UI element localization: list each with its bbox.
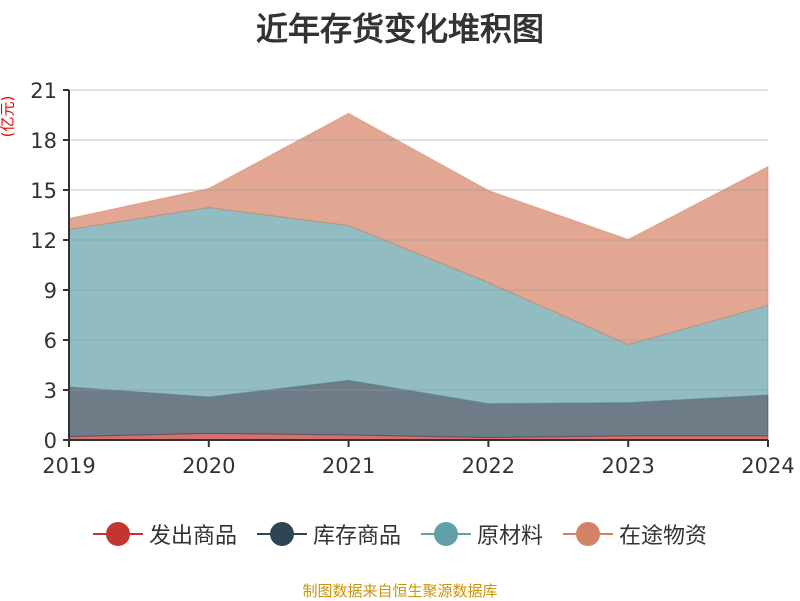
y-tick-label: 21 bbox=[30, 79, 57, 103]
chart-title: 近年存货变化堆积图 bbox=[255, 10, 544, 48]
y-tick-label: 15 bbox=[30, 179, 57, 203]
x-tick-label: 2023 bbox=[601, 454, 654, 478]
legend-item-1[interactable]: 库存商品 bbox=[256, 518, 401, 550]
legend-label: 库存商品 bbox=[312, 524, 401, 549]
legend-marker-icon bbox=[256, 522, 307, 546]
legend-label: 原材料 bbox=[477, 524, 544, 549]
legend-item-3[interactable]: 在途物资 bbox=[563, 518, 707, 550]
legend-marker-icon bbox=[421, 522, 471, 546]
legend-item-2[interactable]: 原材料 bbox=[421, 518, 543, 550]
area-series-3 bbox=[68, 112, 769, 346]
y-tick-label: 6 bbox=[44, 329, 57, 353]
source-note: 制图数据来自恒生聚源数据库 bbox=[302, 582, 498, 600]
y-tick-label: 9 bbox=[44, 279, 57, 303]
y-tick-label: 3 bbox=[44, 379, 57, 403]
x-tick-label: 2021 bbox=[322, 454, 375, 478]
legend-item-0[interactable]: 发出商品 bbox=[92, 518, 237, 550]
x-tick-label: 2024 bbox=[741, 454, 794, 478]
legend-label: 发出商品 bbox=[148, 524, 237, 549]
legend: 发出商品 库存商品 原材料 在途物资 bbox=[0, 518, 800, 550]
legend-label: 在途物资 bbox=[619, 524, 708, 549]
legend-marker-icon bbox=[92, 522, 143, 546]
x-tick-label: 2019 bbox=[42, 454, 95, 478]
x-tick-label: 2022 bbox=[462, 454, 515, 478]
y-tick-label: 12 bbox=[30, 229, 57, 253]
x-tick-label: 2020 bbox=[182, 454, 235, 478]
y-tick-label: 0 bbox=[44, 429, 57, 453]
y-tick-label: 18 bbox=[30, 129, 57, 153]
legend-marker-icon bbox=[563, 522, 614, 546]
